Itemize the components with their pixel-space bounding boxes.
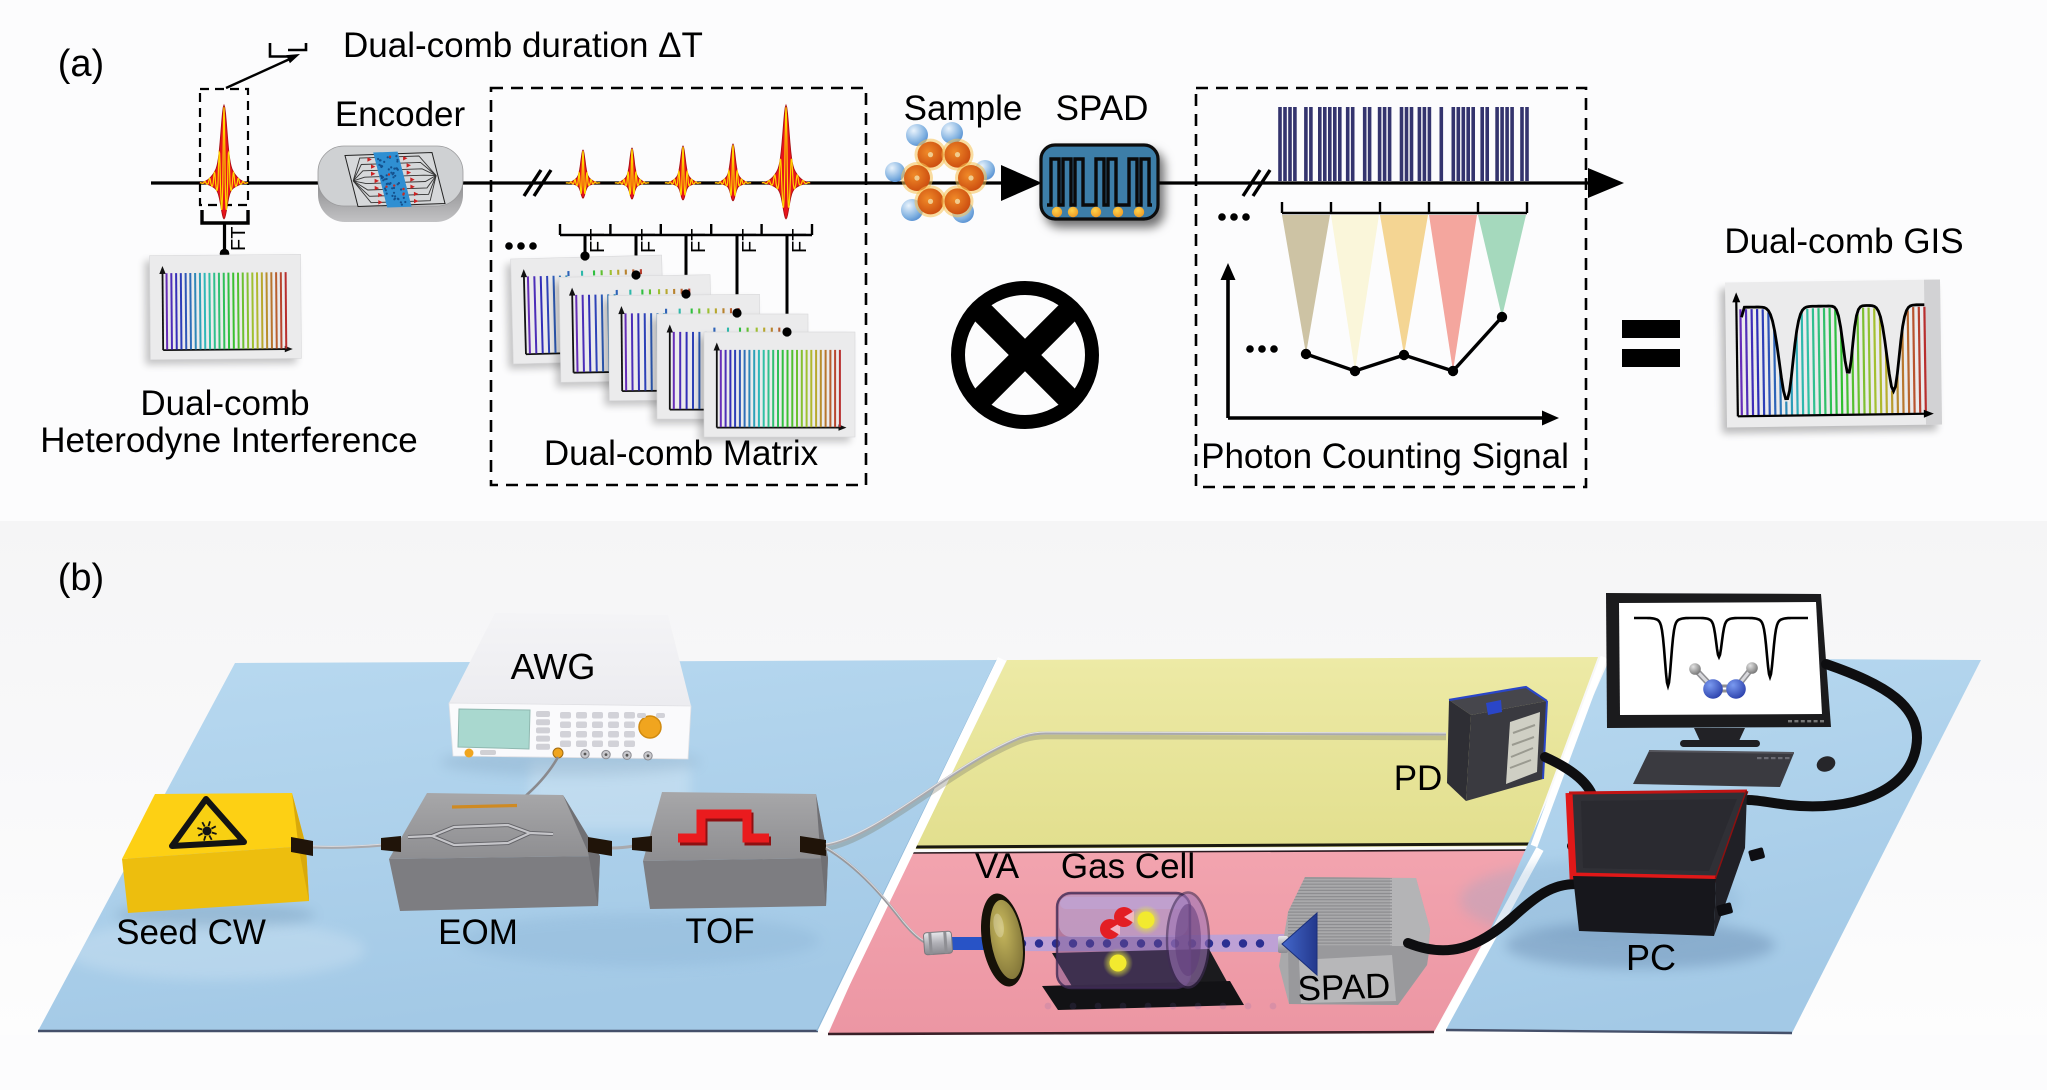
svg-text:PC: PC [1626,937,1676,978]
svg-text:SPAD: SPAD [1297,966,1391,1008]
svg-text:(b): (b) [58,557,104,599]
svg-text:Dual-comb: Dual-comb [140,384,309,423]
svg-text:Heterodyne Interference: Heterodyne Interference [40,421,417,460]
svg-text:SPAD: SPAD [1056,89,1149,128]
svg-text:PD: PD [1394,759,1443,798]
svg-text:Dual-comb duration ΔT: Dual-comb duration ΔT [343,26,703,65]
svg-text:Seed CW: Seed CW [116,913,266,952]
svg-text:Dual-comb GIS: Dual-comb GIS [1724,222,1963,261]
svg-text:TOF: TOF [685,912,754,951]
svg-text:EOM: EOM [438,913,518,952]
svg-text:Dual-comb Matrix: Dual-comb Matrix [544,434,819,473]
svg-text:FT: FT [789,229,811,253]
svg-text:Photon Counting Signal: Photon Counting Signal [1201,437,1569,476]
svg-text:Encoder: Encoder [335,95,466,134]
svg-text:FT: FT [638,229,660,253]
svg-text:VA: VA [975,847,1020,886]
svg-text:FT: FT [739,229,761,253]
svg-text:FT: FT [587,229,609,253]
svg-text:Gas Cell: Gas Cell [1061,847,1195,886]
svg-text:Sample: Sample [904,89,1023,128]
svg-text:FT: FT [228,227,250,251]
svg-text:AWG: AWG [511,646,596,687]
svg-text:FT: FT [688,229,710,253]
svg-text:(a): (a) [58,43,104,85]
